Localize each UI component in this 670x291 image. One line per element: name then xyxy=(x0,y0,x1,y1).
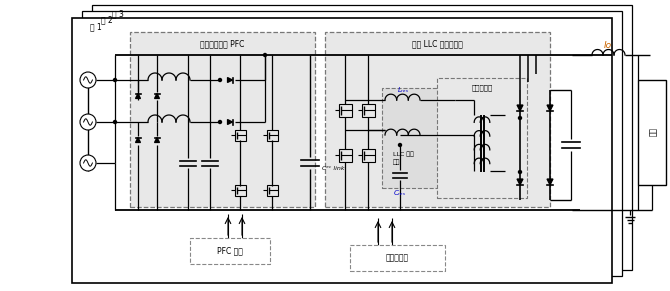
Polygon shape xyxy=(517,179,523,185)
Text: Io: Io xyxy=(604,40,612,49)
Text: 相 1: 相 1 xyxy=(90,22,102,31)
Polygon shape xyxy=(547,105,553,111)
Circle shape xyxy=(80,72,96,88)
Text: Cᵉᶜ link: Cᵉᶜ link xyxy=(322,166,344,171)
Circle shape xyxy=(519,171,521,173)
Text: 电池: 电池 xyxy=(647,128,657,137)
Text: 传统的交错式 PFC: 传统的交错式 PFC xyxy=(200,40,245,49)
Circle shape xyxy=(80,114,96,130)
Bar xyxy=(362,104,375,116)
Bar xyxy=(437,78,527,198)
Polygon shape xyxy=(135,93,141,98)
Polygon shape xyxy=(135,138,141,143)
Bar xyxy=(82,11,622,276)
Text: Lᵣₑₛ: Lᵣₑₛ xyxy=(397,87,409,93)
Bar xyxy=(234,184,245,196)
Bar xyxy=(325,32,550,207)
Circle shape xyxy=(519,116,521,120)
Polygon shape xyxy=(155,93,159,98)
Bar xyxy=(92,5,632,270)
Polygon shape xyxy=(155,138,159,143)
Circle shape xyxy=(218,120,222,123)
Circle shape xyxy=(263,54,267,56)
Bar xyxy=(638,80,666,185)
Bar xyxy=(267,129,277,141)
Text: 隔离变压器: 隔离变压器 xyxy=(472,85,492,91)
Circle shape xyxy=(113,120,117,123)
Text: 相 3: 相 3 xyxy=(112,10,124,19)
Text: 单向 LLC 全桥转换器: 单向 LLC 全桥转换器 xyxy=(412,40,463,49)
Circle shape xyxy=(80,155,96,171)
Circle shape xyxy=(113,79,117,81)
Text: Cᵣₑₛ: Cᵣₑₛ xyxy=(394,190,406,196)
Polygon shape xyxy=(228,120,232,125)
Bar xyxy=(350,245,445,271)
Bar xyxy=(338,104,352,116)
Polygon shape xyxy=(228,77,232,83)
Text: LLC 谐能
电路: LLC 谐能 电路 xyxy=(393,152,414,164)
Bar xyxy=(267,184,277,196)
Circle shape xyxy=(399,143,401,146)
Bar xyxy=(130,32,315,207)
Text: 相 2: 相 2 xyxy=(101,15,113,24)
Bar xyxy=(190,238,270,264)
Polygon shape xyxy=(517,105,523,111)
Polygon shape xyxy=(547,179,553,185)
Bar xyxy=(362,148,375,162)
Text: PFC 控制: PFC 控制 xyxy=(217,246,243,255)
Text: 初级侧门控: 初级侧门控 xyxy=(385,253,409,262)
Bar xyxy=(382,88,477,188)
Circle shape xyxy=(218,79,222,81)
Bar xyxy=(234,129,245,141)
Bar xyxy=(338,148,352,162)
Bar xyxy=(72,18,612,283)
